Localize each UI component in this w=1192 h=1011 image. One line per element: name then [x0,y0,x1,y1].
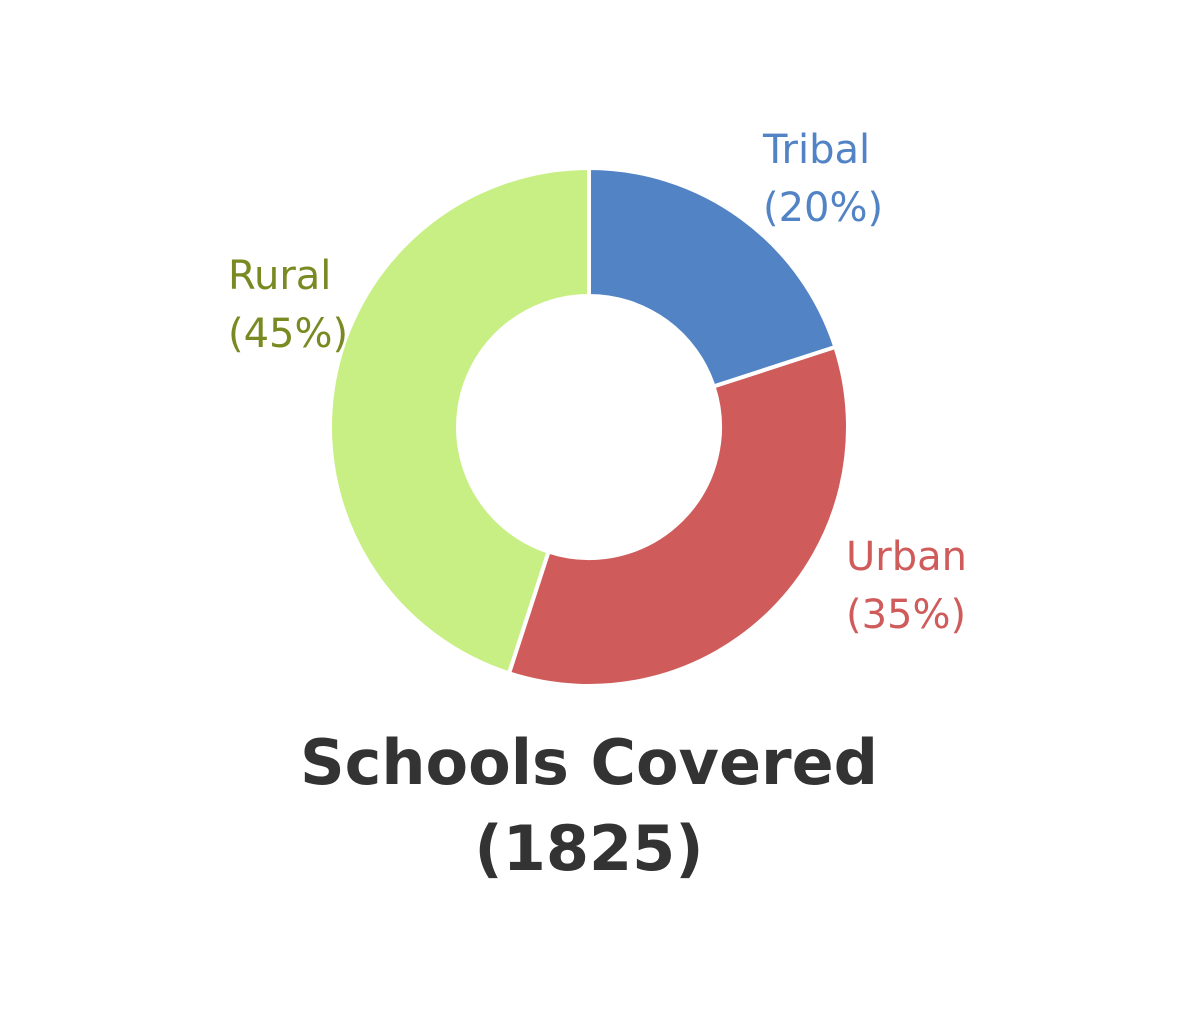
slice-percent-urban: (35%) [846,592,966,638]
slice-tribal [587,166,838,389]
slice-labels: Tribal (20%) Urban (35%) Rural (45%) [228,127,967,638]
chart-title: Schools Covered [300,726,878,799]
slice-label-tribal: Tribal [762,127,870,173]
slice-percent-tribal: (20%) [763,185,883,231]
slice-label-rural: Rural [228,253,331,299]
slice-rural [328,166,591,676]
donut-slices [328,166,850,688]
slice-label-urban: Urban [846,534,967,580]
slice-percent-rural: (45%) [228,311,348,357]
chart-title-total: (1825) [474,812,703,885]
slice-urban [506,344,850,688]
